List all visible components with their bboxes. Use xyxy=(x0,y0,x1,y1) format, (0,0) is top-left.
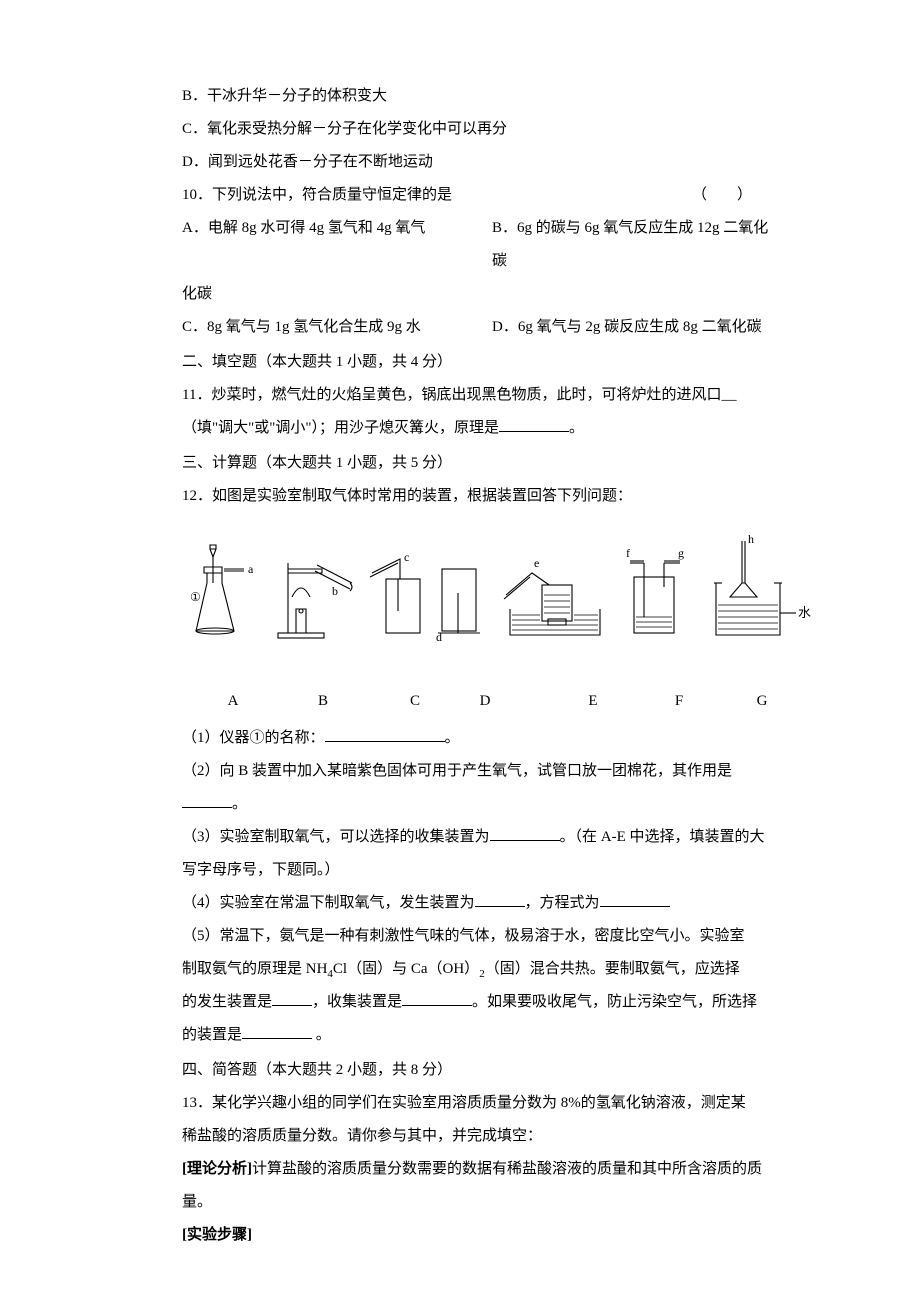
q12-4: （4）实验室在常温下制取氧气，发生装置为 ，方程式为 xyxy=(148,887,772,920)
theory-analysis: [理论分析]计算盐酸的溶质质量分数需要的数据有稀盐酸溶液的质量和其中所含溶质的质… xyxy=(148,1153,772,1219)
apparatus-a: a ① xyxy=(190,545,254,634)
q12-1-text-a: （1）仪器①的名称： xyxy=(182,730,325,746)
q10-stem: 10．下列说法中，符合质量守恒定律的是 xyxy=(182,179,452,212)
diagram-bottom-labels: A B C D E F G xyxy=(182,683,822,718)
theory-text: 计算盐酸的溶质质量分数需要的数据有稀盐酸溶液的质量和其中所含溶质的质量。 xyxy=(182,1161,762,1210)
apparatus-svg: a ① b c xyxy=(182,523,822,683)
q11-line2: （填"调大"或"调小"）；用沙子熄灭篝火，原理是 。 xyxy=(148,412,772,445)
q12-5-blank1 xyxy=(272,991,312,1006)
q12-1-text-b: 。 xyxy=(445,730,460,746)
q12-2-blank xyxy=(182,793,232,808)
q12-5-l2-c: （固）混合共热。要制取氨气，应选择 xyxy=(485,961,740,977)
diagram-label-f: F xyxy=(614,685,700,718)
q10-option-c: C．8g 氧气与 1g 氢气化合生成 9g 水 xyxy=(182,311,492,344)
q12-5-l4-a: 的装置是 xyxy=(182,1027,242,1043)
label-g: g xyxy=(678,546,684,560)
diagram-label-g: G xyxy=(700,685,786,718)
apparatus-b: b xyxy=(278,563,352,638)
q12-5-blank2 xyxy=(402,991,472,1006)
q12-5-l3: 的发生装置是 ，收集装置是 。如果要吸收尾气，防止污染空气，所选择 xyxy=(148,986,772,1019)
q12-3-text-a: （3）实验室制取氧气，可以选择的收集装置为 xyxy=(182,829,490,845)
q11-line1: 11．炒菜时，燃气灶的火焰呈黄色，锅底出现黑色物质，此时，可将炉灶的进风口__ xyxy=(148,379,772,412)
q12-5-blank3 xyxy=(242,1024,312,1039)
label-a: a xyxy=(248,562,254,576)
diagram-label-b: B xyxy=(260,685,348,718)
q10-option-a: A．电解 8g 水可得 4g 氢气和 4g 氧气 xyxy=(182,212,492,278)
q11-l2-text-a: （填"调大"或"调小"）；用沙子熄灭篝火，原理是 xyxy=(182,420,499,436)
q12-4-blank2 xyxy=(600,892,670,907)
q12-2b: 。 xyxy=(148,788,772,821)
q12-diagram: a ① b c xyxy=(148,523,772,718)
q10-paren: （ ） xyxy=(692,179,772,212)
q12-5-l1: （5）常温下，氨气是一种有刺激性气味的气体，极易溶于水，密度比空气小。实验室 xyxy=(148,920,772,953)
q10-option-b-part2: 化碳 xyxy=(148,278,772,311)
label-f: f xyxy=(626,546,630,560)
q12-3-blank xyxy=(490,826,560,841)
q12-4-blank1 xyxy=(475,892,525,907)
apparatus-g: h 水 xyxy=(714,532,811,635)
q10-option-b-part1: B．6g 的碳与 6g 氧气反应生成 12g 二氧化碳 xyxy=(492,212,772,278)
label-c: c xyxy=(404,550,409,564)
q12-5-l4-b: 。 xyxy=(312,1027,331,1043)
q9-option-c: C．氧化汞受热分解－分子在化学变化中可以再分 xyxy=(148,113,772,146)
q11-blank xyxy=(499,417,569,432)
experiment-steps-header: [实验步骤] xyxy=(148,1219,772,1252)
q13-l2: 稀盐酸的溶质质量分数。请你参与其中，并完成填空： xyxy=(148,1120,772,1153)
apparatus-e: e xyxy=(504,556,600,635)
q12-1-blank xyxy=(325,727,445,742)
q12-3: （3）实验室制取氧气，可以选择的收集装置为。（在 A-E 中选择，填装置的大写字… xyxy=(148,821,772,887)
section-4-header: 四、简答题（本大题共 2 小题，共 8 分） xyxy=(148,1054,772,1087)
diagram-label-c: C xyxy=(348,685,440,718)
diagram-label-e: E xyxy=(502,685,614,718)
apparatus-d: d xyxy=(436,569,480,644)
q12-stem: 12．如图是实验室制取气体时常用的装置，根据装置回答下列问题： xyxy=(148,480,772,513)
q10-option-d: D．6g 氧气与 2g 碳反应生成 8g 二氧化碳 xyxy=(492,311,772,344)
q12-2: （2）向 B 装置中加入某暗紫色固体可用于产生氧气，试管口放一团棉花，其作用是 xyxy=(148,755,772,788)
q13-l1: 13．某化学兴趣小组的同学们在实验室用溶质质量分数为 8%的氢氧化钠溶液，测定某 xyxy=(148,1087,772,1120)
label-d: d xyxy=(436,630,442,644)
label-h: h xyxy=(748,532,754,546)
q12-5-l2-a: 制取氨气的原理是 NH xyxy=(182,961,327,977)
q12-2-period: 。 xyxy=(232,796,247,812)
label-e: e xyxy=(534,556,539,570)
label-water: 水 xyxy=(798,605,811,620)
diagram-label-d: D xyxy=(440,685,502,718)
q9-option-d: D．闻到远处花香－分子在不断地运动 xyxy=(148,146,772,179)
apparatus-f: f g xyxy=(626,546,684,633)
q12-4-text-a: （4）实验室在常温下制取氧气，发生装置为 xyxy=(182,895,475,911)
q12-5-l3-a: 的发生装置是 xyxy=(182,994,272,1010)
q12-5-l3-b: ，收集装置是 xyxy=(312,994,402,1010)
label-circle1: ① xyxy=(190,590,201,604)
apparatus-c: c xyxy=(370,550,420,633)
q12-5-l2: 制取氨气的原理是 NH4Cl（固）与 Ca（OH）2（固）混合共热。要制取氨气，… xyxy=(148,953,772,986)
diagram-label-a: A xyxy=(182,685,260,718)
q12-5-l4: 的装置是 。 xyxy=(148,1019,772,1052)
q12-4-text-b: ，方程式为 xyxy=(525,895,600,911)
q12-5-l2-b: Cl（固）与 Ca（OH） xyxy=(333,961,479,977)
q9-option-b: B．干冰升华－分子的体积变大 xyxy=(148,80,772,113)
section-3-header: 三、计算题（本大题共 1 小题，共 5 分） xyxy=(148,447,772,480)
q12-1: （1）仪器①的名称： 。 xyxy=(148,722,772,755)
q12-5-l3-c: 。如果要吸收尾气，防止污染空气，所选择 xyxy=(472,994,757,1010)
q11-l2-text-b: 。 xyxy=(569,420,584,436)
theory-header: [理论分析] xyxy=(182,1161,252,1177)
label-b: b xyxy=(332,584,338,598)
section-2-header: 二、填空题（本大题共 1 小题，共 4 分） xyxy=(148,346,772,379)
